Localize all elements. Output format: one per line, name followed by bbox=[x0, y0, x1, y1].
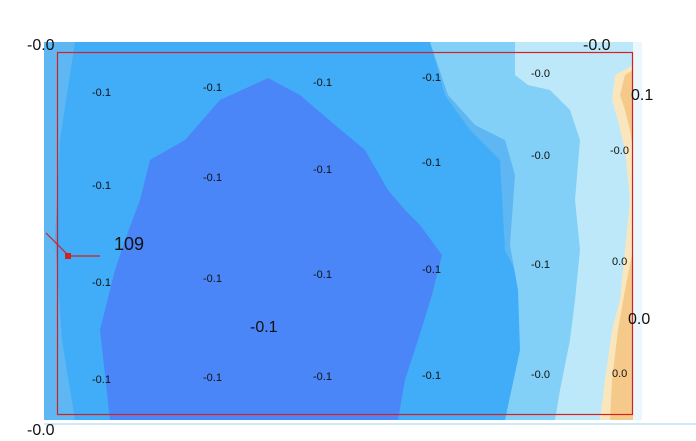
grid-value: -0.1 bbox=[203, 273, 222, 285]
grid-value: -0.1 bbox=[203, 172, 222, 184]
grid-value: -0.1 bbox=[422, 72, 441, 84]
grid-value: -0.0 bbox=[531, 150, 550, 162]
grid-value: -0.0 bbox=[610, 145, 629, 157]
grid-value: -0.1 bbox=[531, 259, 550, 271]
grid-value: -0.1 bbox=[203, 372, 222, 384]
side-label-right-middle: 0.0 bbox=[628, 311, 651, 328]
probe-marker[interactable] bbox=[65, 253, 71, 259]
side-label-right-top: 0.1 bbox=[631, 87, 654, 104]
center-label: -0.1 bbox=[250, 319, 278, 336]
grid-value: -0.1 bbox=[313, 371, 332, 383]
marker-label: 109 bbox=[114, 234, 145, 254]
grid-value: -0.0 bbox=[531, 68, 550, 80]
grid-value: -0.1 bbox=[313, 269, 332, 281]
grid-value: 0.0 bbox=[612, 256, 628, 268]
grid-value: -0.1 bbox=[92, 374, 111, 386]
probe-leader-line bbox=[45, 232, 69, 256]
grid-value: -0.1 bbox=[92, 180, 111, 192]
grid-value: 0.0 bbox=[612, 368, 628, 380]
grid-value: -0.1 bbox=[422, 157, 441, 169]
contour-band-orange bbox=[620, 70, 633, 150]
corner-label-top-left: -0.0 bbox=[27, 37, 55, 54]
grid-value: -0.1 bbox=[92, 277, 111, 289]
grid-value: -0.1 bbox=[313, 164, 332, 176]
corner-label-bottom-left: -0.0 bbox=[27, 422, 55, 439]
grid-value: -0.1 bbox=[203, 82, 222, 94]
grid-value: -0.1 bbox=[92, 87, 111, 99]
grid-value: -0.1 bbox=[313, 77, 332, 89]
grid-value: -0.1 bbox=[422, 370, 441, 382]
grid-value: -0.0 bbox=[531, 369, 550, 381]
corner-label-top-right: -0.0 bbox=[583, 37, 611, 54]
right-margin-strip bbox=[633, 42, 642, 420]
contour-band-pale bbox=[515, 42, 633, 420]
contour-band-orange-lower bbox=[610, 250, 633, 420]
grid-value: -0.1 bbox=[422, 264, 441, 276]
region-border bbox=[56, 51, 634, 416]
contour-band-core bbox=[100, 78, 442, 420]
